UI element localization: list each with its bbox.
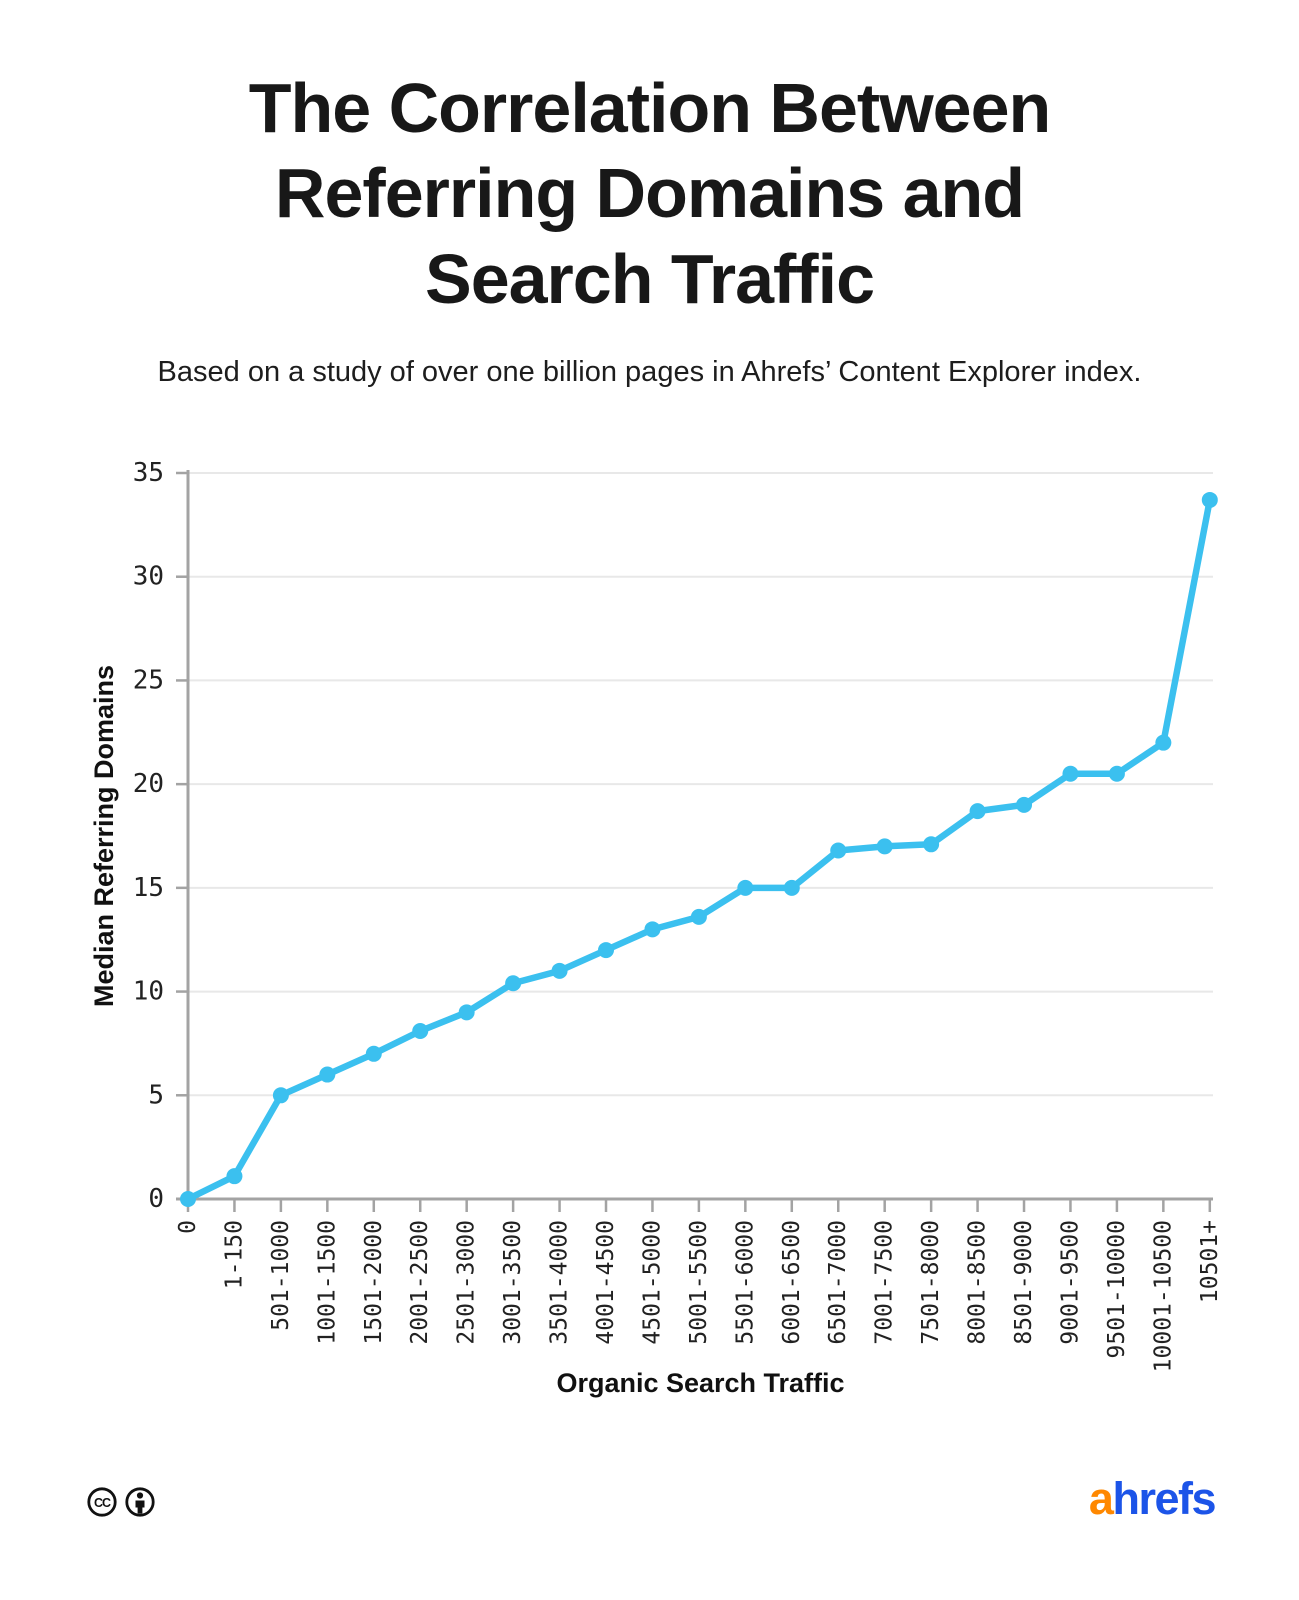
x-tick-label: 10501+ — [1197, 1220, 1223, 1303]
x-tick-label: 9501-10000 — [1104, 1220, 1130, 1358]
data-point — [319, 1066, 336, 1083]
data-point — [272, 1087, 289, 1104]
y-tick-label: 0 — [148, 1184, 164, 1214]
x-tick-label: 1501-2000 — [361, 1220, 387, 1345]
data-point — [458, 1004, 475, 1021]
data-point — [365, 1045, 382, 1062]
trend-line — [184, 496, 1214, 1203]
svg-text:CC: CC — [94, 1496, 111, 1510]
data-point — [690, 908, 707, 925]
data-point — [876, 838, 893, 855]
x-tick-label: 9001-9500 — [1057, 1220, 1083, 1345]
ahrefs-logo-hrefs: hrefs — [1112, 1473, 1216, 1524]
x-tick-label: 6001-6500 — [779, 1220, 805, 1345]
data-point — [505, 975, 522, 992]
x-tick-label: 6501-7000 — [825, 1220, 851, 1345]
x-tick-label: 3001-3500 — [500, 1220, 526, 1345]
y-tick-label: 35 — [133, 458, 164, 488]
license-badge: CC — [87, 1487, 155, 1517]
x-tick-label: 1-150 — [221, 1220, 247, 1289]
data-point — [1108, 765, 1125, 782]
x-tick-label: 5501-6000 — [732, 1220, 758, 1345]
y-tick-label: 15 — [133, 873, 164, 903]
x-tick-label: 10001-10500 — [1150, 1220, 1176, 1372]
ahrefs-logo-a: a — [1088, 1473, 1114, 1524]
data-point — [923, 836, 940, 853]
data-point — [1201, 491, 1218, 508]
x-tick-label: 0 — [175, 1220, 201, 1234]
x-tick-label: 501-1000 — [268, 1220, 294, 1331]
line-chart: 0 5 10 15 20 25 30 35 0 1-150 501-1000 1001-1500 150… — [89, 458, 1223, 1398]
x-tick-label: 5001-5500 — [686, 1220, 712, 1345]
data-point — [737, 879, 754, 896]
x-tick-label: 8001-8500 — [965, 1220, 991, 1345]
y-tick-label: 10 — [133, 977, 164, 1007]
x-tick-label: 8501-9000 — [1011, 1220, 1037, 1345]
y-tick-label: 30 — [133, 562, 164, 592]
data-point — [226, 1168, 243, 1185]
data-point — [830, 842, 847, 859]
x-tick-label: 2501-3000 — [454, 1220, 480, 1345]
page-subtitle: Based on a study of over one billion pag… — [157, 356, 1142, 388]
data-point — [180, 1191, 196, 1207]
data-point — [1062, 765, 1079, 782]
ahrefs-logo: ahrefs — [1088, 1473, 1217, 1524]
y-axis-title: Median Referring Domains — [89, 665, 119, 1007]
data-point — [644, 921, 661, 938]
data-point — [551, 962, 568, 979]
x-tick-label: 2001-2500 — [407, 1220, 433, 1345]
x-axis-title: Organic Search Traffic — [556, 1368, 844, 1398]
x-tick-label: 4001-4500 — [593, 1220, 619, 1345]
x-tick-label: 4501-5000 — [639, 1220, 665, 1345]
page-title: The Correlation Between Referring Domain… — [248, 69, 1052, 318]
data-point — [1016, 796, 1033, 813]
cc-icon: CC — [87, 1487, 117, 1517]
x-tick-label: 3501-4000 — [547, 1220, 573, 1345]
attribution-icon — [125, 1487, 155, 1517]
data-point — [783, 879, 800, 896]
data-point — [412, 1022, 429, 1039]
y-tick-label: 5 — [148, 1080, 164, 1110]
data-point — [1155, 734, 1172, 751]
data-point — [598, 942, 615, 959]
x-tick-label: 7501-8000 — [918, 1220, 944, 1345]
data-point — [969, 803, 986, 820]
y-tick-label: 20 — [133, 769, 164, 799]
x-tick-label: 1001-1500 — [314, 1220, 340, 1345]
x-tick-label: 7001-7500 — [872, 1220, 898, 1345]
y-tick-label: 25 — [133, 665, 164, 695]
